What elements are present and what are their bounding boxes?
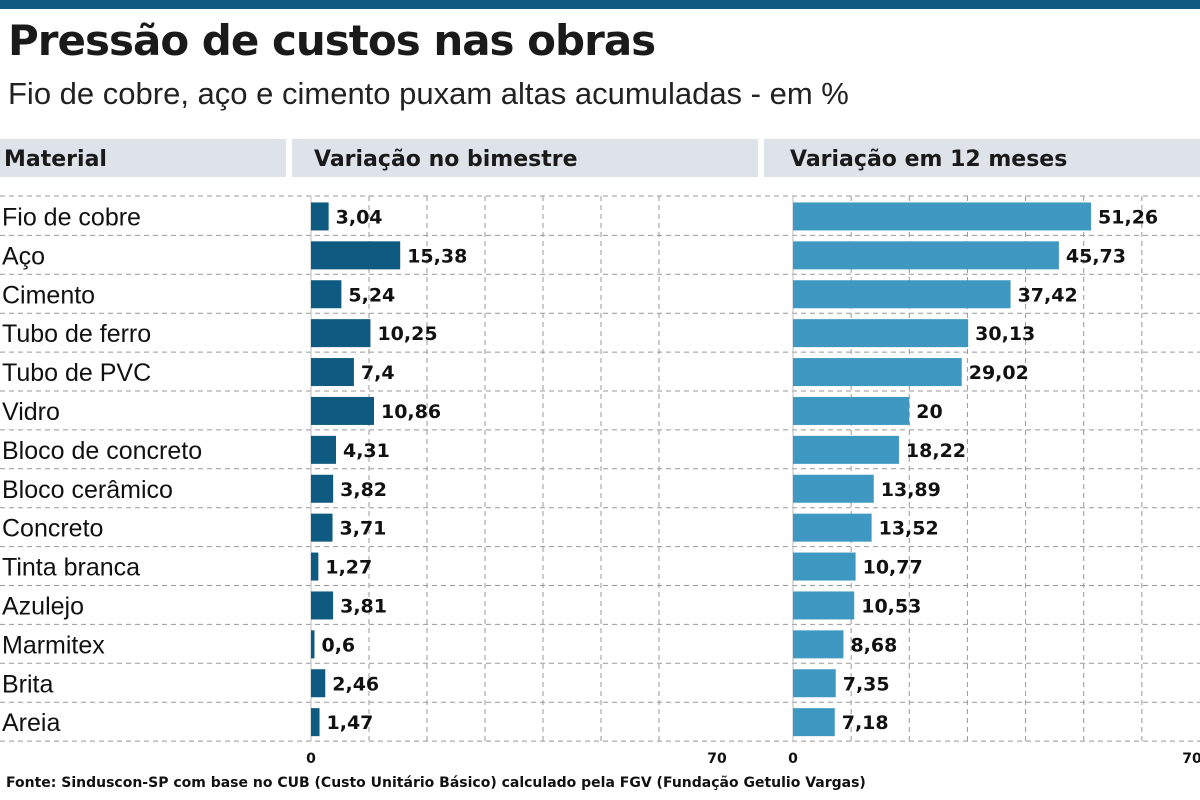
bar-bimestre [311, 513, 333, 542]
value-label-bimestre: 1,47 [327, 712, 374, 734]
value-label-bimestre: 3,81 [340, 595, 387, 617]
tick-label-max: 70 [707, 751, 727, 767]
category-label: Aço [2, 242, 45, 270]
value-label-bimestre: 3,82 [340, 479, 387, 501]
header-bg-bimestre [292, 139, 758, 177]
value-label-12meses: 51,26 [1098, 206, 1158, 228]
bar-bimestre [311, 591, 334, 620]
category-label: Bloco cerâmico [2, 476, 173, 504]
bar-12meses [793, 474, 874, 503]
bar-12meses [793, 202, 1092, 231]
value-label-12meses: 20 [916, 401, 942, 423]
bar-12meses [793, 435, 899, 464]
value-label-12meses: 7,35 [843, 673, 890, 695]
category-label: Marmitex [2, 631, 105, 659]
value-label-12meses: 7,18 [842, 712, 889, 734]
top-rule [0, 0, 1200, 9]
value-label-bimestre: 1,27 [325, 557, 372, 579]
category-label: Cimento [2, 281, 95, 309]
category-label: Tubo de PVC [2, 359, 151, 387]
bar-bimestre [311, 319, 371, 348]
value-label-12meses: 29,02 [969, 362, 1029, 384]
bar-bimestre [311, 280, 342, 309]
category-label: Fio de cobre [2, 203, 141, 231]
header-bg-material [0, 139, 286, 177]
value-label-12meses: 13,52 [879, 518, 939, 540]
value-label-bimestre: 2,46 [332, 673, 379, 695]
value-label-bimestre: 10,86 [381, 401, 441, 423]
value-label-12meses: 30,13 [975, 323, 1035, 345]
value-label-bimestre: 4,31 [343, 440, 390, 462]
value-label-12meses: 45,73 [1066, 245, 1126, 267]
category-label: Concreto [2, 515, 103, 543]
bar-bimestre [311, 474, 334, 503]
header-bg-12meses [764, 139, 1200, 177]
bar-12meses [793, 358, 962, 387]
value-label-12meses: 8,68 [850, 634, 897, 656]
value-label-bimestre: 0,6 [321, 634, 355, 656]
bar-bimestre [311, 669, 326, 698]
bar-12meses [793, 552, 856, 581]
bar-12meses [793, 630, 844, 659]
bar-bimestre [311, 396, 374, 425]
header-material: Material [4, 147, 107, 172]
chart-subtitle: Fio de cobre, aço e cimento puxam altas … [8, 76, 849, 111]
bar-12meses [793, 513, 872, 542]
value-label-bimestre: 5,24 [348, 284, 395, 306]
category-label: Vidro [2, 398, 60, 426]
value-label-12meses: 10,77 [863, 557, 923, 579]
bar-12meses [793, 280, 1011, 309]
bar-bimestre [311, 202, 329, 231]
bar-bimestre [311, 630, 315, 659]
value-label-bimestre: 7,4 [361, 362, 395, 384]
category-label: Tubo de ferro [2, 320, 151, 348]
bar-bimestre [311, 435, 336, 464]
value-label-bimestre: 3,71 [340, 518, 387, 540]
bar-bimestre [311, 241, 401, 270]
bar-12meses [793, 319, 969, 348]
bar-12meses [793, 396, 910, 425]
grid [0, 195, 1200, 742]
bar-bimestre [311, 708, 320, 737]
value-label-bimestre: 10,25 [377, 323, 437, 345]
labels: 3,04 15,38 5,24 10,25 7,4 10,86 4,31 3,82 3,71 1,… [2, 203, 1200, 767]
bar-12meses [793, 241, 1059, 270]
bars [311, 202, 1092, 737]
category-label: Azulejo [2, 592, 84, 620]
value-label-12meses: 13,89 [881, 479, 941, 501]
bar-bimestre [311, 358, 354, 387]
bar-12meses [793, 708, 835, 737]
bar-12meses [793, 669, 836, 698]
tick-label-min: 0 [788, 751, 798, 767]
value-label-bimestre: 3,04 [336, 206, 383, 228]
header-bimestre: Variação no bimestre [314, 147, 578, 172]
value-label-12meses: 10,53 [861, 595, 921, 617]
table-header: Material Variação no bimestre Variação e… [0, 139, 1200, 177]
category-label: Bloco de concreto [2, 437, 202, 465]
category-label: Areia [2, 709, 60, 737]
category-label: Tinta branca [2, 554, 140, 582]
tick-label-min: 0 [306, 751, 316, 767]
chart-title: Pressão de custos nas obras [8, 16, 656, 65]
value-label-12meses: 37,42 [1018, 284, 1078, 306]
header-12meses: Variação em 12 meses [790, 147, 1067, 172]
bar-12meses [793, 591, 855, 620]
value-label-bimestre: 15,38 [407, 245, 467, 267]
category-label: Brita [2, 670, 54, 698]
value-label-12meses: 18,22 [906, 440, 966, 462]
bar-bimestre [311, 552, 319, 581]
source-note: Fonte: Sinduscon-SP com base no CUB (Cus… [6, 775, 866, 791]
tick-label-max: 70 [1182, 751, 1200, 767]
